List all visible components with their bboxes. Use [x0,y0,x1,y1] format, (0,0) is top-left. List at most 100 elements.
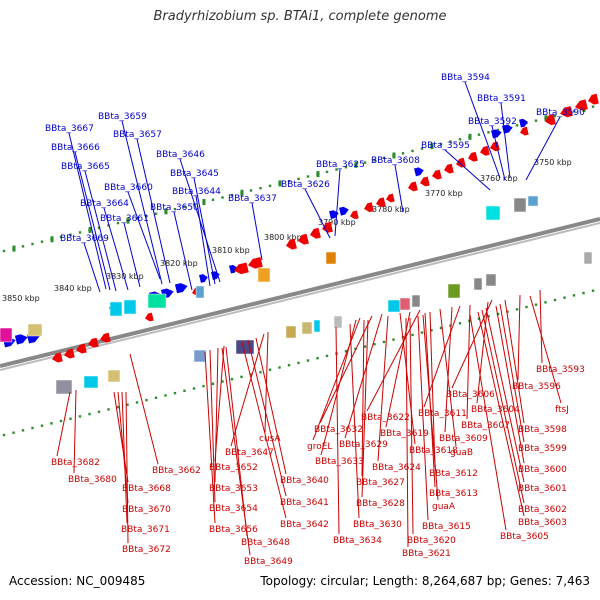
gene-feature-box [257,267,271,283]
scale-label: 3770 kbp [425,189,463,198]
tick-mark-top [344,166,348,169]
tick-mark-top [31,242,34,246]
top-gene-label: BBta_3645 [170,169,219,179]
top-label-leader [444,149,491,191]
backbone-shadow [0,222,600,371]
gene-arrow-shape [52,352,63,363]
bottom-label-leader [439,308,457,447]
top-label-leader [193,177,216,285]
bottom-label-leader [429,311,436,468]
gene-feature-box [485,205,501,221]
tick-mark-top [116,221,120,225]
gene-arrow-shape [248,257,263,269]
bottom-label-leader [264,331,269,433]
top-gene-label: BBta_3657 [113,130,162,140]
tick-mark-bottom [12,431,15,434]
gene-arrow-shape [420,176,430,187]
bottom-gene-label: BBta_3603 [518,518,567,528]
gene-arrow-shape [310,227,321,239]
bottom-gene-label: ftsJ [555,405,569,415]
gene-feature-box [0,327,13,343]
major-tick [392,152,396,159]
bottom-gene-label: BBta_3662 [152,466,201,476]
gene-arrow-shape [100,332,111,343]
tick-mark-top [192,203,196,206]
bottom-gene-label: BBta_3630 [353,520,402,530]
map-title: Bradyrhizobium sp. BTAi1, complete genom… [153,9,447,24]
bottom-gene-label: BBta_3648 [241,538,290,548]
bottom-label-leader [409,317,414,535]
bottom-label-leader [451,299,493,389]
bottom-label-leader [495,305,525,464]
tick-mark-bottom [97,410,101,413]
reverse-gene-arrow [64,348,75,359]
tick-mark-bottom [107,408,110,411]
gene-arrow-shape [286,238,297,250]
gene-arrow-shape [350,210,359,220]
top-label-leader [103,207,129,291]
gene-feature-box [485,273,497,287]
reverse-gene-arrow [520,126,529,136]
bottom-gene-label: BBta_3642 [280,520,329,530]
bottom-gene-label: BBta_3682 [51,458,100,468]
reverse-gene-arrow [420,176,430,187]
reverse-gene-arrow [145,312,154,322]
reverse-gene-arrow [52,352,63,363]
reverse-gene-arrow [76,343,87,354]
tick-mark-top [496,128,500,132]
top-label-leader [334,168,341,237]
tick-mark-bottom [40,424,44,427]
gene-arrow-shape [339,206,349,216]
tick-mark-bottom [249,373,253,376]
tick-mark-bottom [420,331,424,334]
reverse-gene-arrow [248,257,263,269]
gene-arrow-shape [432,169,442,180]
tick-mark-bottom [164,394,167,397]
major-tick [126,217,130,224]
tick-mark-bottom [240,375,243,379]
bottom-label-leader [539,289,543,364]
bottom-label-leader [422,314,439,501]
tick-mark-bottom [268,368,272,372]
tick-mark-bottom [211,382,215,386]
bottom-label-leader [241,341,287,519]
tick-mark-top [154,212,158,215]
forward-gene-arrow [199,274,208,283]
top-gene-label: BBta_3667 [45,124,94,134]
tick-mark-top [183,205,186,208]
tick-mark-bottom [88,412,91,416]
gene-feature-box [387,299,401,313]
bottom-label-leader [517,294,521,381]
gene-arrow-shape [174,283,188,294]
scale-label: 3810 kbp [212,246,250,255]
bottom-label-leader [125,391,129,544]
reverse-gene-arrow [298,233,309,245]
bottom-label-leader [361,319,365,477]
bottom-label-leader [335,326,340,535]
bottom-label-leader [121,391,128,524]
tick-mark-bottom [316,357,319,360]
gene-feature-box [473,277,483,291]
gene-arrow-shape [480,145,490,156]
bottom-gene-label: BBta_3628 [356,499,405,509]
reverse-gene-arrow [480,145,490,156]
bottom-gene-label: BBta_3672 [122,545,171,555]
tick-mark-bottom [373,343,376,346]
tick-mark-bottom [183,389,186,392]
tick-mark-bottom [230,377,234,381]
tick-mark-bottom [430,329,433,332]
gene-arrow-shape [519,118,528,128]
bottom-label-leader [529,295,562,404]
tick-mark-bottom [392,338,395,341]
tick-mark-top [487,131,490,134]
top-label-leader [464,81,501,179]
bottom-gene-label: BBta_3656 [209,525,258,535]
tick-mark-top [591,105,595,108]
bottom-label-leader [56,391,71,457]
tick-mark-top [135,217,139,220]
reverse-gene-arrow [432,169,442,180]
scale-label: 3840 kbp [54,284,92,293]
bottom-label-leader [504,299,525,424]
gene-arrow-shape [64,348,75,359]
gene-arrow-shape [376,197,386,208]
